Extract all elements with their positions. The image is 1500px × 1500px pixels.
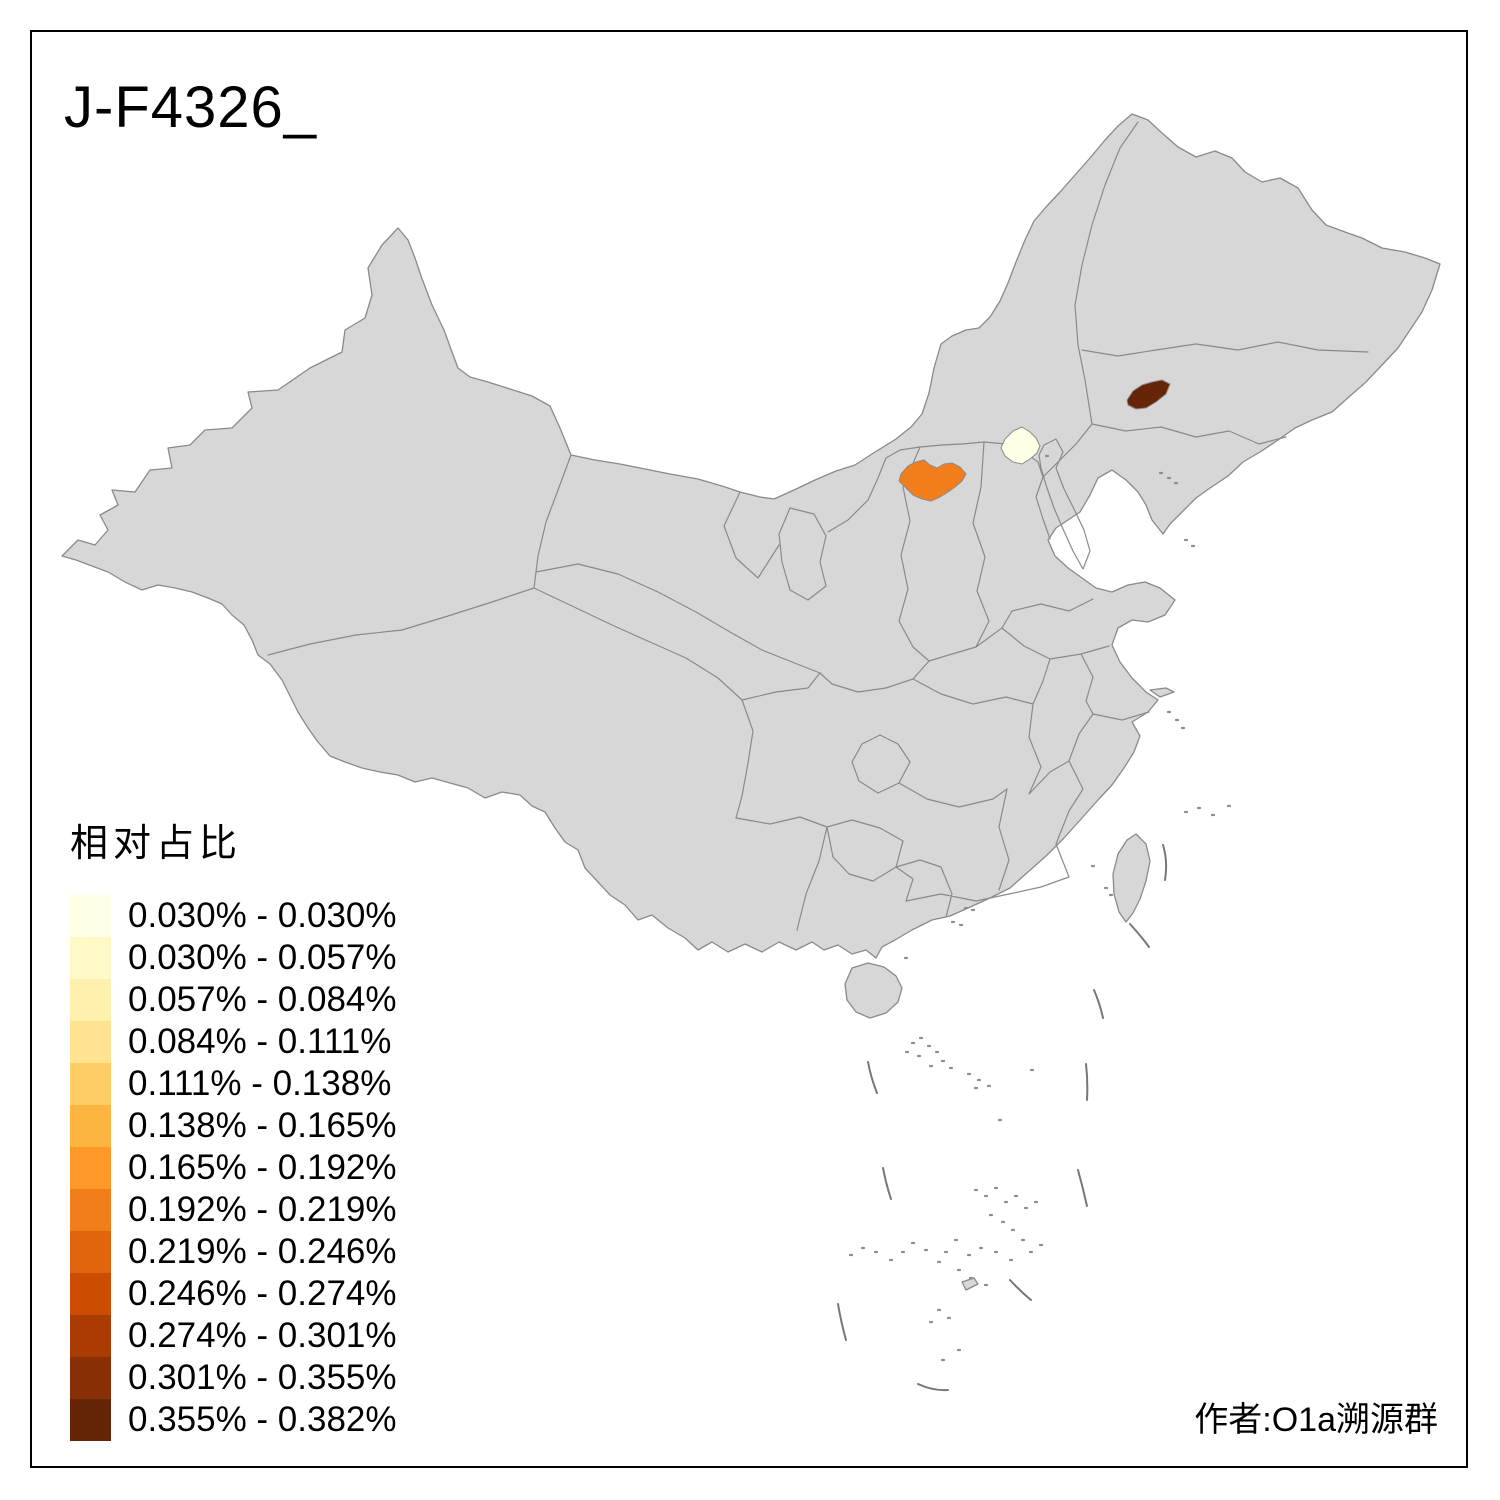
legend-swatch [70, 1315, 111, 1357]
map-region-cream [1000, 426, 1041, 465]
legend-swatch [70, 1189, 111, 1231]
legend-swatch [70, 1273, 111, 1315]
legend-item: 0.030% - 0.057% [70, 937, 397, 979]
nine-dash-line [837, 844, 1168, 1392]
legend-label: 0.030% - 0.057% [128, 938, 397, 977]
legend: 相对占比 0.030% - 0.030% 0.030% - 0.057% 0.0… [70, 812, 397, 1441]
mainland-outline [61, 113, 1441, 959]
legend-swatch [70, 1231, 111, 1273]
map-region-orange [898, 459, 967, 502]
legend-label: 0.301% - 0.355% [128, 1358, 397, 1397]
legend-label: 0.355% - 0.382% [128, 1400, 397, 1439]
legend-swatch [70, 1399, 111, 1441]
legend-item: 0.084% - 0.111% [70, 1021, 397, 1063]
legend-item: 0.246% - 0.274% [70, 1273, 397, 1315]
legend-label: 0.165% - 0.192% [128, 1148, 397, 1187]
land-group [61, 113, 1441, 1291]
chongming-island [1149, 687, 1175, 698]
map-region-dark-brown [1126, 379, 1171, 410]
legend-item: 0.355% - 0.382% [70, 1399, 397, 1441]
legend-swatch [70, 1357, 111, 1399]
island-dots [848, 454, 1232, 1362]
legend-label: 0.219% - 0.246% [128, 1232, 397, 1271]
legend-swatch [70, 937, 111, 979]
province-borders [267, 121, 1369, 931]
attribution-text: 作者:O1a溯源群 [1194, 1401, 1438, 1439]
legend-item: 0.057% - 0.084% [70, 979, 397, 1021]
hainan-island [844, 962, 903, 1019]
legend-label: 0.192% - 0.219% [128, 1190, 397, 1229]
figure-title: J-F4326_ [64, 75, 318, 140]
legend-items: 0.030% - 0.030% 0.030% - 0.057% 0.057% -… [70, 895, 397, 1441]
legend-label: 0.057% - 0.084% [128, 980, 397, 1019]
legend-label: 0.111% - 0.138% [128, 1064, 392, 1103]
legend-label: 0.138% - 0.165% [128, 1106, 397, 1145]
legend-item: 0.138% - 0.165% [70, 1105, 397, 1147]
legend-swatch [70, 1021, 111, 1063]
legend-item: 0.274% - 0.301% [70, 1315, 397, 1357]
legend-title: 相对占比 [70, 823, 243, 865]
legend-swatch [70, 1105, 111, 1147]
legend-swatch [70, 1063, 111, 1105]
legend-label: 0.084% - 0.111% [128, 1022, 392, 1061]
legend-item: 0.030% - 0.030% [70, 895, 397, 937]
taiwan-island [1112, 833, 1151, 923]
legend-label: 0.274% - 0.301% [128, 1316, 397, 1355]
legend-item: 0.219% - 0.246% [70, 1231, 397, 1273]
legend-swatch [70, 1147, 111, 1189]
legend-item: 0.111% - 0.138% [70, 1063, 397, 1105]
legend-label: 0.246% - 0.274% [128, 1274, 397, 1313]
legend-swatch [70, 979, 111, 1021]
legend-swatch [70, 895, 111, 937]
legend-item: 0.301% - 0.355% [70, 1357, 397, 1399]
legend-item: 0.192% - 0.219% [70, 1189, 397, 1231]
legend-item: 0.165% - 0.192% [70, 1147, 397, 1189]
legend-label: 0.030% - 0.030% [128, 896, 397, 935]
reef-island [961, 1277, 979, 1291]
